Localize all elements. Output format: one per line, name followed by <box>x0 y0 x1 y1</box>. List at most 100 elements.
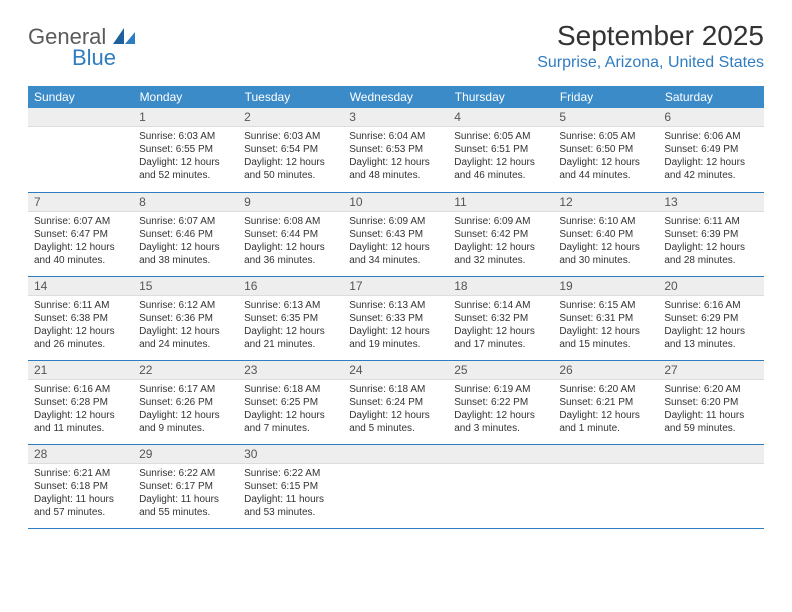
sunrise-text: Sunrise: 6:11 AM <box>664 215 757 228</box>
sunset-text: Sunset: 6:49 PM <box>664 143 757 156</box>
day-number: 9 <box>238 193 343 212</box>
calendar-day-cell: 25Sunrise: 6:19 AMSunset: 6:22 PMDayligh… <box>448 360 553 444</box>
calendar-empty-cell <box>658 444 763 528</box>
sunrise-text: Sunrise: 6:18 AM <box>244 383 337 396</box>
calendar-week-row: 28Sunrise: 6:21 AMSunset: 6:18 PMDayligh… <box>28 444 764 528</box>
sunrise-text: Sunrise: 6:16 AM <box>664 299 757 312</box>
calendar-day-cell: 22Sunrise: 6:17 AMSunset: 6:26 PMDayligh… <box>133 360 238 444</box>
day-details: Sunrise: 6:21 AMSunset: 6:18 PMDaylight:… <box>28 464 133 523</box>
sunrise-text: Sunrise: 6:12 AM <box>139 299 232 312</box>
day-number: 4 <box>448 108 553 127</box>
sunrise-text: Sunrise: 6:20 AM <box>664 383 757 396</box>
day-details: Sunrise: 6:18 AMSunset: 6:25 PMDaylight:… <box>238 380 343 439</box>
calendar-page: General Blue September 2025 Surprise, Ar… <box>0 0 792 549</box>
day-number: 23 <box>238 361 343 380</box>
daylight-text: Daylight: 12 hours and 11 minutes. <box>34 409 127 435</box>
sunrise-text: Sunrise: 6:05 AM <box>559 130 652 143</box>
sunrise-text: Sunrise: 6:22 AM <box>244 467 337 480</box>
day-number: 27 <box>658 361 763 380</box>
sunset-text: Sunset: 6:21 PM <box>559 396 652 409</box>
daylight-text: Daylight: 11 hours and 55 minutes. <box>139 493 232 519</box>
sunrise-text: Sunrise: 6:10 AM <box>559 215 652 228</box>
sunrise-text: Sunrise: 6:06 AM <box>664 130 757 143</box>
day-details: Sunrise: 6:07 AMSunset: 6:46 PMDaylight:… <box>133 212 238 271</box>
sunset-text: Sunset: 6:38 PM <box>34 312 127 325</box>
weekday-header: Friday <box>553 86 658 108</box>
day-details: Sunrise: 6:09 AMSunset: 6:43 PMDaylight:… <box>343 212 448 271</box>
day-number: 24 <box>343 361 448 380</box>
day-number: 8 <box>133 193 238 212</box>
calendar-header-row: SundayMondayTuesdayWednesdayThursdayFrid… <box>28 86 764 108</box>
daylight-text: Daylight: 12 hours and 28 minutes. <box>664 241 757 267</box>
daylight-text: Daylight: 12 hours and 26 minutes. <box>34 325 127 351</box>
day-details: Sunrise: 6:11 AMSunset: 6:39 PMDaylight:… <box>658 212 763 271</box>
day-details: Sunrise: 6:11 AMSunset: 6:38 PMDaylight:… <box>28 296 133 355</box>
calendar-day-cell: 24Sunrise: 6:18 AMSunset: 6:24 PMDayligh… <box>343 360 448 444</box>
daylight-text: Daylight: 12 hours and 34 minutes. <box>349 241 442 267</box>
logo-blue: Blue <box>72 47 135 69</box>
day-number: 21 <box>28 361 133 380</box>
day-details: Sunrise: 6:18 AMSunset: 6:24 PMDaylight:… <box>343 380 448 439</box>
weekday-header: Sunday <box>28 86 133 108</box>
daylight-text: Daylight: 12 hours and 38 minutes. <box>139 241 232 267</box>
daylight-text: Daylight: 12 hours and 19 minutes. <box>349 325 442 351</box>
sunset-text: Sunset: 6:24 PM <box>349 396 442 409</box>
sunrise-text: Sunrise: 6:13 AM <box>244 299 337 312</box>
daylight-text: Daylight: 12 hours and 42 minutes. <box>664 156 757 182</box>
calendar-day-cell: 2Sunrise: 6:03 AMSunset: 6:54 PMDaylight… <box>238 108 343 192</box>
sunset-text: Sunset: 6:53 PM <box>349 143 442 156</box>
daylight-text: Daylight: 12 hours and 46 minutes. <box>454 156 547 182</box>
sunrise-text: Sunrise: 6:05 AM <box>454 130 547 143</box>
daylight-text: Daylight: 12 hours and 1 minute. <box>559 409 652 435</box>
calendar-day-cell: 1Sunrise: 6:03 AMSunset: 6:55 PMDaylight… <box>133 108 238 192</box>
sunset-text: Sunset: 6:31 PM <box>559 312 652 325</box>
day-number <box>658 445 763 464</box>
calendar-day-cell: 6Sunrise: 6:06 AMSunset: 6:49 PMDaylight… <box>658 108 763 192</box>
sunrise-text: Sunrise: 6:03 AM <box>244 130 337 143</box>
sunset-text: Sunset: 6:25 PM <box>244 396 337 409</box>
day-number <box>553 445 658 464</box>
weekday-header: Saturday <box>658 86 763 108</box>
day-number <box>343 445 448 464</box>
calendar-day-cell: 15Sunrise: 6:12 AMSunset: 6:36 PMDayligh… <box>133 276 238 360</box>
calendar-day-cell: 19Sunrise: 6:15 AMSunset: 6:31 PMDayligh… <box>553 276 658 360</box>
calendar-empty-cell <box>448 444 553 528</box>
sunrise-text: Sunrise: 6:13 AM <box>349 299 442 312</box>
sunrise-text: Sunrise: 6:04 AM <box>349 130 442 143</box>
calendar-day-cell: 11Sunrise: 6:09 AMSunset: 6:42 PMDayligh… <box>448 192 553 276</box>
day-number: 2 <box>238 108 343 127</box>
calendar-day-cell: 12Sunrise: 6:10 AMSunset: 6:40 PMDayligh… <box>553 192 658 276</box>
logo: General Blue <box>28 20 135 69</box>
sunrise-text: Sunrise: 6:07 AM <box>139 215 232 228</box>
sunrise-text: Sunrise: 6:09 AM <box>349 215 442 228</box>
day-number: 14 <box>28 277 133 296</box>
sunset-text: Sunset: 6:47 PM <box>34 228 127 241</box>
day-number: 26 <box>553 361 658 380</box>
sunset-text: Sunset: 6:20 PM <box>664 396 757 409</box>
calendar-week-row: 7 Sunrise: 6:07 AM Sunset: 6:47 PM Daylight… <box>28 192 764 276</box>
day-details: Sunrise: 6:20 AMSunset: 6:20 PMDaylight:… <box>658 380 763 439</box>
weekday-header: Monday <box>133 86 238 108</box>
calendar-day-cell: 7Sunrise: 6:07 AMSunset: 6:47 PMDaylight… <box>28 192 133 276</box>
sunrise-text: Sunrise: 6:09 AM <box>454 215 547 228</box>
calendar-day-cell: 8Sunrise: 6:07 AMSunset: 6:46 PMDaylight… <box>133 192 238 276</box>
calendar-week-row: 1Sunrise: 6:03 AMSunset: 6:55 PMDaylight… <box>28 108 764 192</box>
calendar-day-cell: 28Sunrise: 6:21 AMSunset: 6:18 PMDayligh… <box>28 444 133 528</box>
sunrise-text: Sunrise: 6:08 AM <box>244 215 337 228</box>
daylight-text: Daylight: 12 hours and 21 minutes. <box>244 325 337 351</box>
day-details: Sunrise: 6:22 AMSunset: 6:15 PMDaylight:… <box>238 464 343 523</box>
calendar-day-cell: 18Sunrise: 6:14 AMSunset: 6:32 PMDayligh… <box>448 276 553 360</box>
day-number: 5 <box>553 108 658 127</box>
sunrise-text: Sunrise: 6:16 AM <box>34 383 127 396</box>
day-number: 7 <box>28 193 133 212</box>
calendar-day-cell: 5Sunrise: 6:05 AMSunset: 6:50 PMDaylight… <box>553 108 658 192</box>
location: Surprise, Arizona, United States <box>537 54 764 72</box>
calendar-day-cell: 17Sunrise: 6:13 AMSunset: 6:33 PMDayligh… <box>343 276 448 360</box>
calendar-empty-cell <box>343 444 448 528</box>
sunrise-text: Sunrise: 6:15 AM <box>559 299 652 312</box>
day-number: 25 <box>448 361 553 380</box>
day-number: 28 <box>28 445 133 464</box>
logo-text-block: General Blue <box>28 26 135 69</box>
daylight-text: Daylight: 12 hours and 50 minutes. <box>244 156 337 182</box>
sunset-text: Sunset: 6:22 PM <box>454 396 547 409</box>
